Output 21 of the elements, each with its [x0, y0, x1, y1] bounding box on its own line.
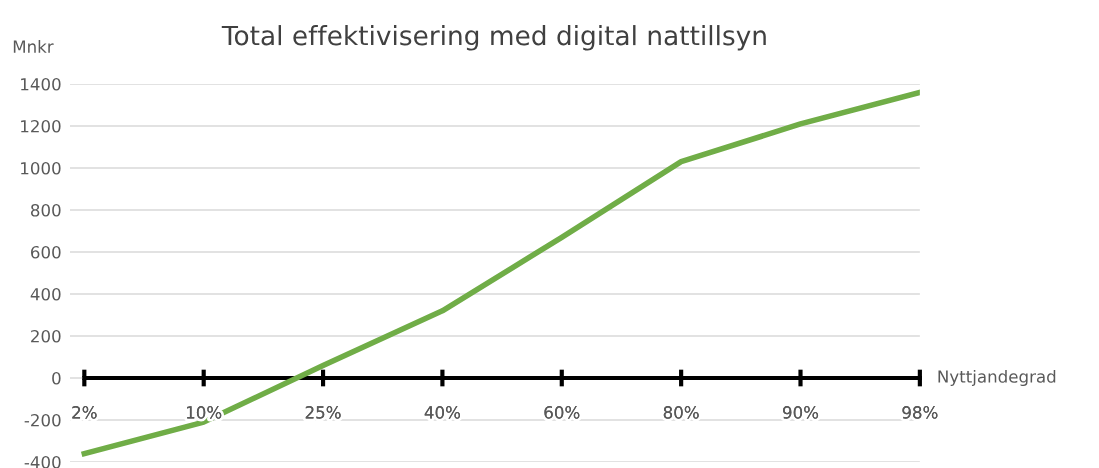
x-tick-label: 90% — [783, 406, 819, 419]
x-tick-label: 60% — [544, 406, 580, 419]
x-tick-label: 10% — [187, 406, 222, 419]
x-axis-title: Nyttjandegrad — [938, 369, 1056, 387]
y-tick-label: 600 — [31, 245, 61, 259]
y-tick-label: 800 — [30, 203, 61, 217]
chart-title: Total effektivisering med digital nattillsyn — [221, 25, 766, 51]
y-tick-label: 1400 — [21, 77, 61, 91]
y-tick-label: -200 — [24, 413, 61, 427]
x-tick-label: 2% — [72, 406, 97, 419]
y-tick-label: 400 — [30, 287, 61, 301]
y-tick-label: -400 — [24, 455, 61, 468]
y-tick-label: 1000 — [21, 161, 61, 175]
x-tick-label: 40% — [424, 406, 461, 419]
y-axis-title: Mnkr — [13, 40, 54, 53]
y-tick-label: 200 — [31, 329, 61, 343]
x-tick-label: 25% — [305, 406, 341, 419]
y-tick-label: 0 — [52, 371, 61, 385]
x-tick-label: 98% — [902, 406, 938, 419]
x-tick-label: 80% — [663, 406, 699, 419]
y-tick-label: 1200 — [21, 119, 61, 133]
